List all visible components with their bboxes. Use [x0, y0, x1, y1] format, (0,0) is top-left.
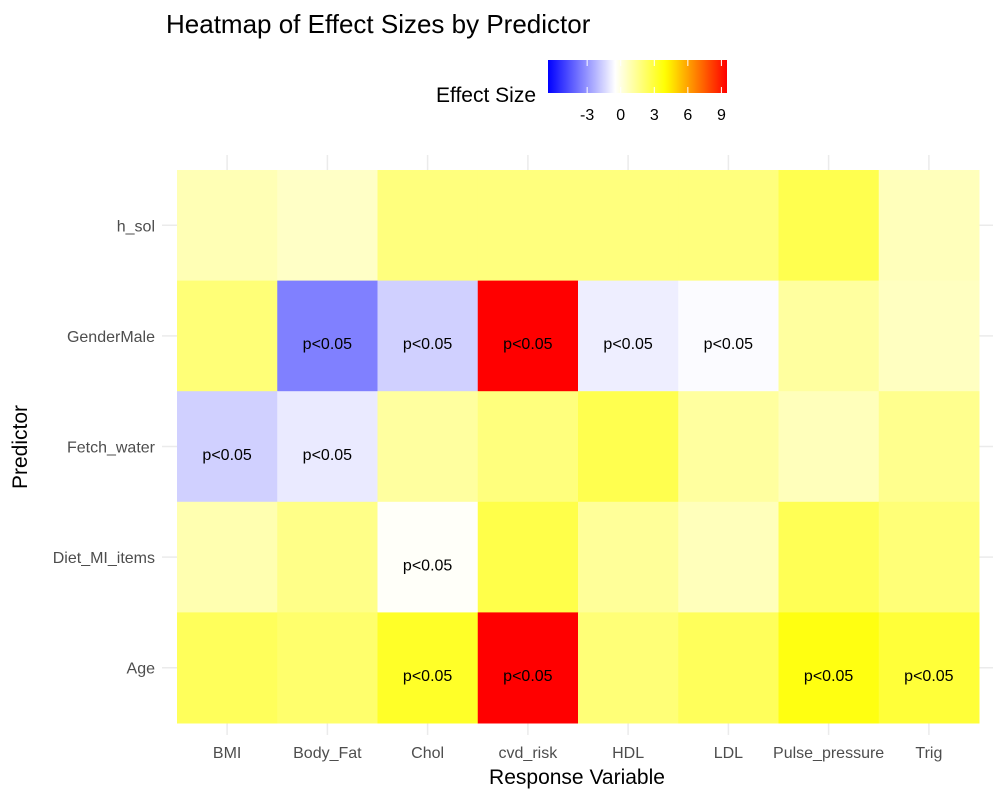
heatmap-cell: [678, 280, 779, 392]
heatmap-cell: [778, 612, 880, 724]
legend-tick-label: 0: [616, 107, 625, 124]
legend-tick-label: -3: [580, 107, 594, 124]
heatmap-cell: [177, 612, 278, 724]
x-tick-label: HDL: [612, 745, 644, 762]
heatmap-cell: [177, 501, 278, 613]
y-tick-label: Diet_MI_items: [53, 550, 155, 567]
heatmap-cell: [678, 391, 779, 503]
x-tick-label: Chol: [411, 745, 444, 762]
heatmap-cell: [477, 612, 579, 724]
significance-label: p<0.05: [403, 668, 452, 685]
y-axis-title: Predictor: [9, 405, 32, 489]
heatmap-cell: [578, 612, 679, 724]
heatmap-cell: [878, 280, 980, 392]
x-axis-title: Response Variable: [489, 766, 665, 789]
heatmap-cell: [277, 170, 378, 282]
x-tick-label: Pulse_pressure: [773, 745, 884, 762]
heatmap-cell: [177, 280, 278, 392]
significance-label: p<0.05: [403, 336, 452, 353]
significance-labels: p<0.05 p<0.05 p<0.05 p<0.05 p<0.05 p<0.05 p<0.…: [202, 336, 953, 685]
heatmap-cell: [678, 501, 779, 613]
y-tick-label: Age: [127, 661, 156, 678]
heatmap-cells: [177, 170, 980, 724]
significance-label: p<0.05: [202, 447, 251, 464]
heatmap-cell: [578, 501, 679, 613]
heatmap-cell: [778, 391, 880, 503]
color-legend: Effect Size -3 0 3 6 9: [436, 60, 727, 124]
heatmap-cell: [878, 612, 980, 724]
heatmap-cell: [477, 501, 579, 613]
heatmap-cell: [477, 391, 579, 503]
significance-label: p<0.05: [603, 336, 652, 353]
legend-tick-label: 9: [717, 107, 726, 124]
legend-tick-label: 3: [650, 107, 659, 124]
chart-title: Heatmap of Effect Sizes by Predictor: [166, 9, 591, 39]
legend-title: Effect Size: [436, 84, 536, 107]
heatmap-cell: [778, 170, 880, 282]
significance-label: p<0.05: [403, 557, 452, 574]
heatmap-cell: [377, 280, 479, 392]
y-axis-tick-labels: h_sol GenderMale Fetch_water Diet_MI_items A…: [53, 218, 156, 677]
significance-label: p<0.05: [303, 447, 352, 464]
heatmap-cell: [377, 391, 479, 503]
heatmap-cell: [878, 170, 980, 282]
heatmap-cell: [578, 280, 679, 392]
heatmap-cell: [277, 280, 378, 392]
legend-color-bar: [548, 60, 727, 93]
heatmap-cell: [778, 501, 880, 613]
significance-label: p<0.05: [904, 668, 953, 685]
x-tick-label: cvd_risk: [499, 745, 559, 762]
y-tick-label: Fetch_water: [67, 440, 156, 457]
heatmap-cell: [277, 501, 378, 613]
x-tick-label: Body_Fat: [293, 745, 362, 762]
heatmap-cell: [678, 612, 779, 724]
x-axis-tick-labels: BMI Body_Fat Chol cvd_risk HDL LDL Pulse_press…: [213, 745, 942, 762]
x-tick-label: Trig: [915, 745, 942, 762]
significance-label: p<0.05: [303, 336, 352, 353]
significance-label: p<0.05: [704, 336, 753, 353]
heatmap-cell: [578, 391, 679, 503]
heatmap-cell: [477, 280, 579, 392]
heatmap-cell: [878, 391, 980, 503]
y-tick-label: h_sol: [117, 218, 155, 235]
heatmap-cell: [477, 170, 579, 282]
heatmap-cell: [177, 391, 278, 503]
heatmap-cell: [177, 170, 278, 282]
heatmap-cell: [377, 501, 479, 613]
legend-tick-label: 6: [683, 107, 692, 124]
heatmap-cell: [878, 501, 980, 613]
heatmap-cell: [778, 280, 880, 392]
significance-label: p<0.05: [503, 668, 552, 685]
heatmap-cell: [277, 391, 378, 503]
heatmap-cell: [578, 170, 679, 282]
significance-label: p<0.05: [503, 336, 552, 353]
heatmap-cell: [277, 612, 378, 724]
heatmap-cell: [377, 170, 479, 282]
x-tick-label: BMI: [213, 745, 241, 762]
heatmap-cell: [377, 612, 479, 724]
x-tick-label: LDL: [714, 745, 743, 762]
y-tick-label: GenderMale: [67, 329, 155, 346]
significance-label: p<0.05: [804, 668, 853, 685]
heatmap-cell: [678, 170, 779, 282]
